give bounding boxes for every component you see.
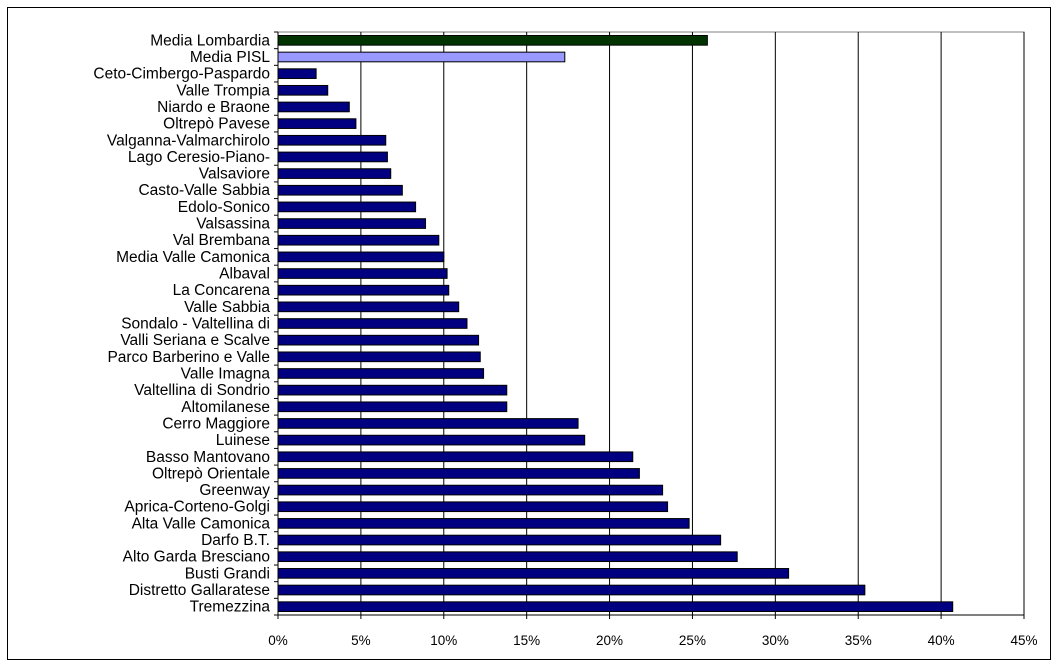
category-label-4: Niardo e Braone xyxy=(157,99,270,116)
bar-18 xyxy=(277,334,480,346)
bar-31 xyxy=(277,551,738,563)
category-label-11: Valsassina xyxy=(196,216,270,233)
x-tick-label-1: 5% xyxy=(351,633,371,648)
category-label-0: Media Lombardia xyxy=(150,32,270,49)
bar-3 xyxy=(277,84,329,96)
x-tick-label-4: 20% xyxy=(596,633,623,648)
bar-20 xyxy=(277,368,485,379)
category-label-27: Greenway xyxy=(199,482,270,499)
x-tick-label-6: 30% xyxy=(762,633,789,648)
x-tick-labels: 0% 5% 10% 15% 20% 25% 30% 35% 40% 45% xyxy=(268,633,1037,648)
category-label-22: Altomilanese xyxy=(181,399,270,416)
category-label-2: Ceto-Cimbergo-Paspardo xyxy=(93,66,270,83)
bar-34 xyxy=(277,601,954,613)
category-label-7: Lago Ceresio-Piano- xyxy=(128,149,270,166)
bar-17 xyxy=(277,318,468,329)
category-label-23: Cerro Maggiore xyxy=(162,415,270,432)
bar-11 xyxy=(277,218,427,229)
bar-1 xyxy=(277,51,566,63)
category-label-25: Basso Mantovano xyxy=(146,449,270,466)
gridlines xyxy=(360,32,1025,615)
bar-5 xyxy=(277,118,357,129)
category-label-12: Val Brembana xyxy=(173,232,270,249)
bar-9 xyxy=(277,184,403,196)
x-tick-label-2: 10% xyxy=(430,633,457,648)
category-label-26: Oltrepò Orientale xyxy=(152,465,270,482)
bar-32 xyxy=(277,568,790,579)
bar-8 xyxy=(277,168,392,179)
category-label-18: Valli Seriana e Scalve xyxy=(120,332,270,349)
x-tick-label-5: 25% xyxy=(679,633,706,648)
category-label-32: Busti Grandi xyxy=(185,565,270,582)
category-label-33: Distretto Gallaratese xyxy=(129,582,270,599)
bar-23 xyxy=(277,418,579,429)
bar-10 xyxy=(277,201,417,213)
category-label-28: Aprica-Corteno-Golgi xyxy=(124,499,270,516)
bar-27 xyxy=(277,484,664,496)
category-label-13: Media Valle Camonica xyxy=(116,249,270,266)
bar-25 xyxy=(277,451,634,463)
category-label-3: Valle Trompia xyxy=(176,82,270,99)
bar-2 xyxy=(277,68,317,79)
category-label-29: Alta Valle Camonica xyxy=(132,515,271,532)
bar-6 xyxy=(277,134,387,146)
bar-4 xyxy=(277,101,350,113)
category-label-19: Parco Barberino e Valle xyxy=(107,349,270,366)
category-label-8: Valsaviore xyxy=(199,166,270,183)
category-label-10: Edolo-Sonico xyxy=(178,199,270,216)
bar-28 xyxy=(277,501,669,513)
chart-frame: Media Lombardia Media PISL Ceto-Cimbergo-P… xyxy=(7,7,1051,660)
category-label-5: Oltrepò Pavese xyxy=(163,116,270,133)
bar-12 xyxy=(277,234,440,246)
category-label-31: Alto Garda Bresciano xyxy=(123,549,270,566)
bar-16 xyxy=(277,301,460,313)
bar-30 xyxy=(277,534,722,546)
category-label-1: Media PISL xyxy=(190,49,271,66)
bar-0 xyxy=(277,34,708,46)
bar-26 xyxy=(277,468,640,479)
x-tick-label-9: 45% xyxy=(1010,633,1037,648)
category-label-9: Casto-Valle Sabbia xyxy=(138,182,270,199)
category-label-34: Tremezzina xyxy=(190,599,271,616)
bar-21 xyxy=(277,384,508,396)
bar-15 xyxy=(277,284,450,296)
category-label-17: Sondalo - Valtellina di xyxy=(121,316,270,333)
x-tick-label-0: 0% xyxy=(268,633,288,648)
category-label-21: Valtellina di Sondrio xyxy=(134,382,270,399)
axes xyxy=(274,31,1025,619)
category-label-14: Albaval xyxy=(219,266,270,283)
bars xyxy=(277,34,954,613)
bar-29 xyxy=(277,518,690,529)
bar-14 xyxy=(277,268,448,279)
category-label-16: Valle Sabbia xyxy=(184,299,270,316)
category-label-20: Valle Imagna xyxy=(181,365,271,382)
x-tick-label-7: 35% xyxy=(845,633,872,648)
bar-22 xyxy=(277,401,508,413)
bar-24 xyxy=(277,434,586,446)
x-tick-label-8: 40% xyxy=(928,633,955,648)
category-label-30: Darfo B.T. xyxy=(201,532,270,549)
bar-7 xyxy=(277,151,388,163)
category-label-24: Luinese xyxy=(216,432,270,449)
bar-13 xyxy=(277,251,445,263)
category-label-15: La Concarena xyxy=(173,282,271,299)
category-label-6: Valganna-Valmarchirolo xyxy=(107,132,270,149)
bar-19 xyxy=(277,351,481,363)
x-tick-label-3: 15% xyxy=(513,633,540,648)
bar-33 xyxy=(277,584,866,596)
